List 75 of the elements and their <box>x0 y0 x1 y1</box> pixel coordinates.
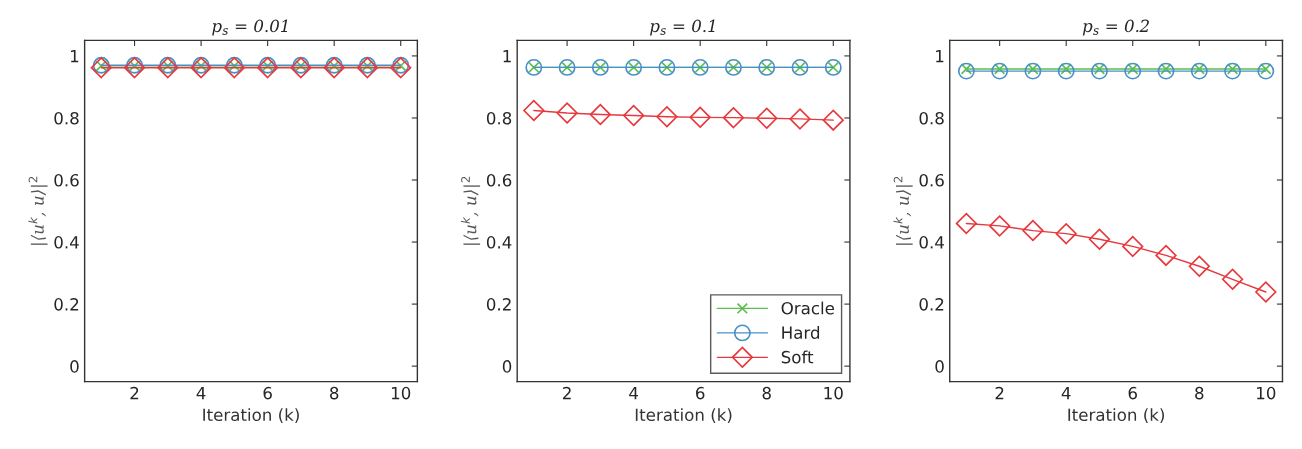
point <box>722 106 745 129</box>
y-tick-label: 0 <box>70 360 79 373</box>
point <box>988 215 1011 237</box>
point <box>756 107 778 129</box>
point <box>622 104 645 127</box>
point <box>957 62 975 80</box>
chart-title: p$_{s}$ = 0.01 <box>212 19 288 36</box>
point <box>1090 62 1108 80</box>
point <box>1122 235 1144 258</box>
point <box>1190 62 1208 80</box>
legend-label: Soft <box>781 350 814 364</box>
y-tick-label: 0.8 <box>486 111 512 125</box>
y-tick-label: 0.2 <box>54 298 79 311</box>
y-tick-label: 0 <box>935 360 944 373</box>
point <box>955 212 978 235</box>
point <box>1124 62 1142 80</box>
chart-title: p$_{s}$ = 0.2 <box>1082 19 1149 36</box>
point <box>1255 281 1277 303</box>
x-tick-label: 10 <box>391 386 411 400</box>
y-tick-label: 0.6 <box>486 173 512 187</box>
y-tick-label: 0.6 <box>919 173 944 187</box>
y-tick-label: 1 <box>936 50 944 63</box>
point <box>991 62 1009 80</box>
y-tick-label: 0.4 <box>54 236 79 249</box>
legend-label: Oracle <box>781 301 835 315</box>
x-axis-title: Iteration (k) <box>635 408 732 424</box>
point <box>523 99 545 122</box>
point <box>1188 255 1210 277</box>
point <box>1221 268 1244 290</box>
chart-title: p$_{s}$ = 0.1 <box>650 19 715 36</box>
point <box>1157 62 1175 80</box>
x-tick-label: 6 <box>263 386 272 400</box>
y-axis-title: |⟨u$^{k}$, u⟩|$^{2}$ <box>28 176 48 245</box>
x-axis-title: Iteration (k) <box>203 408 299 424</box>
x-tick-label: 2 <box>563 386 571 400</box>
point <box>822 109 844 131</box>
x-tick-label: 2 <box>995 386 1004 400</box>
x-tick-label: 4 <box>1061 387 1071 400</box>
y-tick-label: 0 <box>502 360 512 373</box>
point <box>1257 62 1275 80</box>
x-tick-label: 8 <box>1195 386 1204 400</box>
point <box>556 102 578 124</box>
y-tick-label: 0.2 <box>486 298 511 311</box>
point <box>1155 244 1177 267</box>
point <box>1022 219 1044 242</box>
x-tick-label: 8 <box>762 386 771 400</box>
y-axis-title: |⟨u$^{k}$, u⟩|$^{2}$ <box>460 176 481 245</box>
y-tick-label: 0.2 <box>919 298 944 311</box>
y-tick-label: 0.4 <box>919 236 944 249</box>
y-tick-label: 0.8 <box>919 111 944 125</box>
x-tick-label: 4 <box>196 387 206 400</box>
y-tick-label: 1 <box>71 50 79 63</box>
y-tick-label: 0.8 <box>54 111 79 125</box>
x-tick-label: 6 <box>1128 386 1137 400</box>
x-tick-label: 2 <box>130 386 139 400</box>
point <box>789 108 811 130</box>
point <box>589 103 612 126</box>
x-tick-label: 10 <box>824 386 843 400</box>
x-tick-label: 4 <box>629 387 639 400</box>
y-axis-title: |⟨u$^{k}$, u⟩|$^{2}$ <box>893 176 913 245</box>
point <box>689 106 711 129</box>
x-tick-label: 10 <box>1257 386 1276 400</box>
legend-label: Hard <box>782 326 820 339</box>
x-tick-label: 6 <box>696 386 705 400</box>
point <box>1024 62 1042 80</box>
y-tick-label: 0.4 <box>486 236 512 249</box>
point <box>1088 228 1111 250</box>
x-axis-title: Iteration (k) <box>1068 408 1164 424</box>
y-tick-label: 1 <box>503 50 511 63</box>
point <box>1055 223 1077 245</box>
point <box>1224 62 1242 80</box>
point <box>1057 62 1075 80</box>
point <box>656 106 678 128</box>
y-tick-label: 0.6 <box>54 173 79 187</box>
x-tick-label: 8 <box>330 386 339 400</box>
